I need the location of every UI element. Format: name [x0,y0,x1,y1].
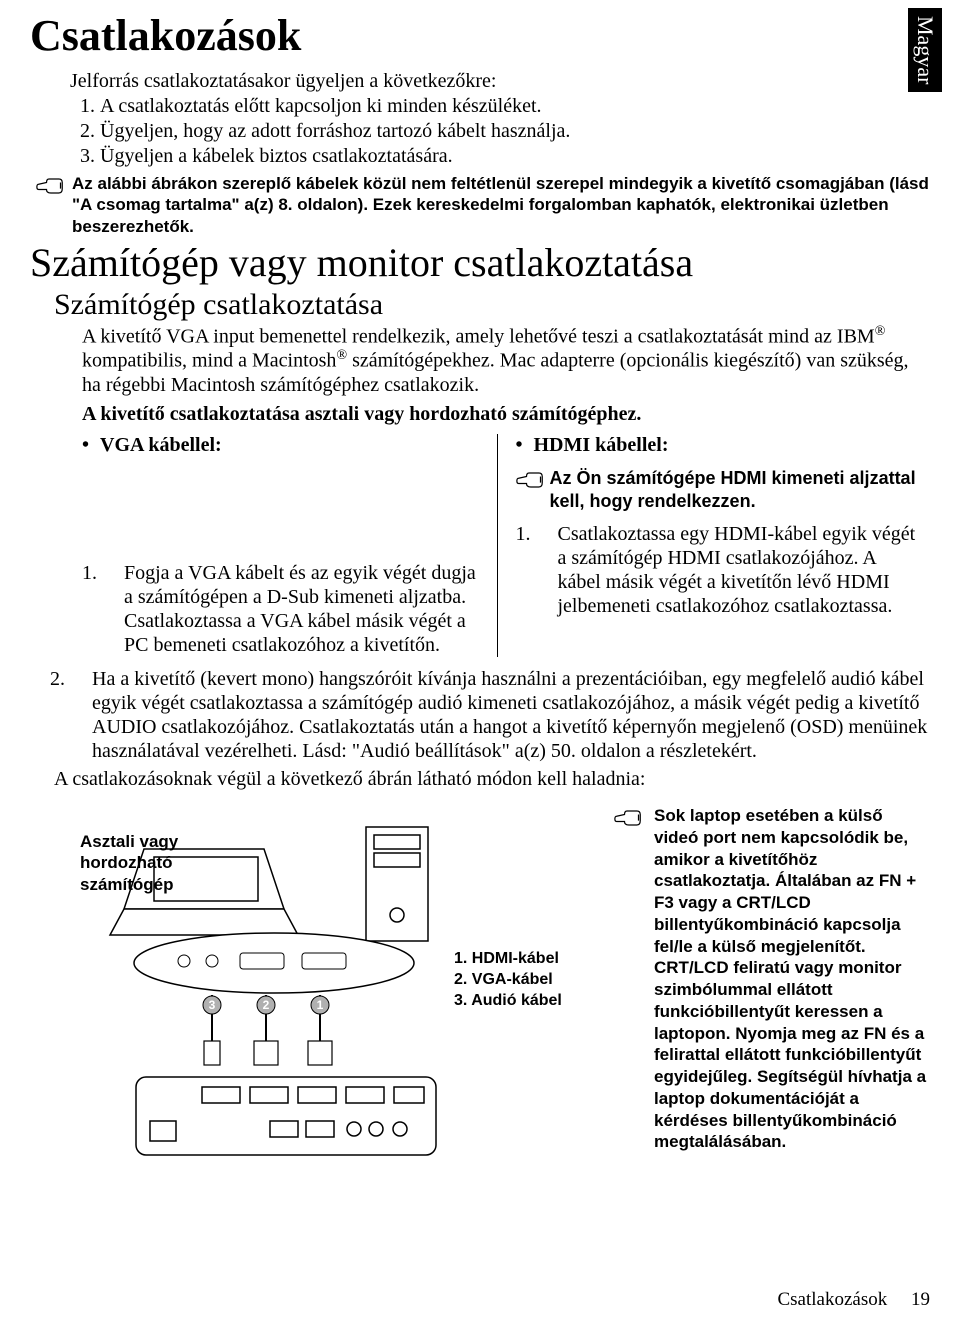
heading-connect-computer: Számítógép csatlakoztatása [54,288,930,322]
hdmi-heading: • HDMI kábellel: [516,434,917,457]
step-2-text: Ha a kivetítő (kevert mono) hangszóróit … [92,667,930,763]
intro-item-3: Ügyeljen a kábelek biztos csatlakoztatás… [100,144,930,169]
hdmi-step-1-text: Csatlakoztassa egy HDMI-kábel egyik végé… [558,522,917,618]
hdmi-note-row: Az Ön számítógépe HDMI kimeneti aljzatta… [516,467,917,514]
language-tab: Magyar [908,8,942,92]
svg-text:3: 3 [209,998,216,1012]
final-instruction: A csatlakozásoknak végül a következő ábr… [54,767,930,791]
hdmi-step-1: 1. Csatlakoztassa egy HDMI-kábel egyik v… [516,522,917,618]
page-title: Csatlakozások [30,10,930,61]
hand-pointer-icon [36,175,66,202]
intro-lead: Jelforrás csatlakoztatásakor ügyeljen a … [70,69,930,94]
intro-item-1: A csatlakoztatás előtt kapcsoljon ki min… [100,94,930,119]
diagram-caption: Asztali vagy hordozható számítógép [80,831,260,895]
vga-step-1: 1. Fogja a VGA kábelt és az egyik végét … [82,561,483,657]
reg-mark-2: ® [336,348,347,363]
cable-legend: 1. HDMI-kábel 2. VGA-kábel 3. Audió kábe… [454,949,562,1011]
hdmi-head-text: HDMI kábellel: [534,434,669,457]
svg-text:2: 2 [263,998,270,1012]
svg-text:1: 1 [317,998,324,1012]
legend-1: 1. HDMI-kábel [454,949,562,970]
reg-mark-1: ® [875,324,886,339]
legend-2: 2. VGA-kábel [454,970,562,991]
step-number-1: 1. [516,522,558,618]
column-vga: • VGA kábellel: 1. Fogja a VGA kábelt és… [82,434,498,657]
hand-pointer-icon [516,469,544,514]
hdmi-note-text: Az Ön számítógépe HDMI kimeneti aljzatta… [550,467,917,514]
two-column-section: • VGA kábellel: 1. Fogja a VGA kábelt és… [82,434,930,657]
laptop-note-text: Sok laptop esetében a külső videó port n… [654,805,930,1170]
laptop-note-block: Sok laptop esetében a külső videó port n… [614,805,930,1170]
footer-label: Csatlakozások [777,1289,887,1310]
vga-heading: • VGA kábellel: [82,434,483,457]
step-2-row: 2. Ha a kivetítő (kevert mono) hangszóró… [50,667,930,763]
diagram-area: Asztali vagy hordozható számítógép 1. HD… [54,805,930,1170]
vga-head-text: VGA kábellel: [100,434,222,457]
para1-b: kompatibilis, mind a Macintosh [82,350,336,372]
para1-a: A kivetítő VGA input bemenettel rendelke… [82,325,875,347]
bullet-dot: • [516,434,534,457]
bold-instruction: A kivetítő csatlakoztatása asztali vagy … [82,403,930,426]
column-hdmi: • HDMI kábellel: Az Ön számítógépe HDMI … [498,434,931,657]
intro-list: A csatlakoztatás előtt kapcsoljon ki min… [100,94,930,169]
step-number-2: 2. [50,667,92,763]
note-1-text: Az alábbi ábrákon szereplő kábelek közül… [72,173,930,237]
intro-item-2: Ügyeljen, hogy az adott forráshoz tartoz… [100,119,930,144]
heading-connect-computer-monitor: Számítógép vagy monitor csatlakoztatása [30,239,930,286]
diagram-figure: Asztali vagy hordozható számítógép 1. HD… [54,805,614,1170]
intro-block: Jelforrás csatlakoztatásakor ügyeljen a … [70,69,930,169]
note-row-1: Az alábbi ábrákon szereplő kábelek közül… [36,173,930,237]
step-number-1: 1. [82,561,124,657]
footer-page-number: 19 [911,1289,930,1310]
vga-step-1-text: Fogja a VGA kábelt és az egyik végét dug… [124,561,483,657]
hand-pointer-icon [614,807,642,1170]
legend-3: 3. Audió kábel [454,991,562,1012]
bullet-dot: • [82,434,100,457]
paragraph-1: A kivetítő VGA input bemenettel rendelke… [82,324,930,397]
page-footer: Csatlakozások 19 [777,1289,930,1311]
